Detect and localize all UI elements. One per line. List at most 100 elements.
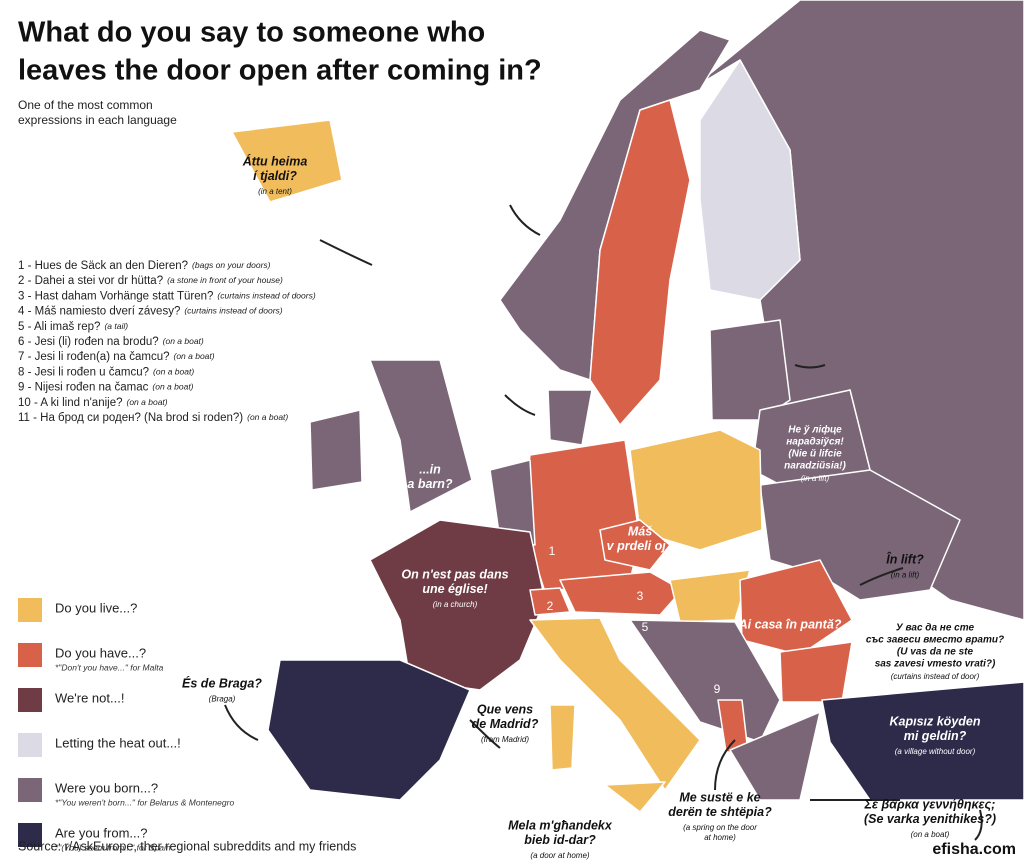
legend-note: *"Don't you have..." for Malta: [55, 662, 164, 672]
country: [231, 119, 343, 203]
phrase-translation: (a tail): [104, 321, 128, 331]
country: [821, 681, 1024, 801]
phrase-text: 10 - A ki lind n'anije?: [18, 397, 123, 409]
title: leaves the door open after coming in?: [18, 55, 542, 87]
country: [547, 389, 593, 446]
country: [521, 439, 641, 593]
credit: efisha.com: [932, 841, 1016, 858]
phrase-text: 9 - Nijesi rođen na čamac: [18, 382, 149, 394]
map-label: У вас да не сте: [896, 623, 975, 634]
arrow: [504, 394, 536, 416]
phrase: 3 - Hast daham Vorhänge statt Türen? (cur…: [18, 290, 316, 302]
country: [709, 319, 791, 421]
phrase-text: 3 - Hast daham Vorhänge statt Türen?: [18, 290, 213, 302]
map-label-translation: (a spring on the door: [683, 823, 757, 832]
map-label: (U vas da ne ste: [897, 647, 974, 658]
phrase: 9 - Nijesi rođen na čamac (on a boat): [18, 382, 194, 394]
map-label-translation: (in a church): [433, 600, 478, 609]
country: [369, 519, 546, 691]
map-number: 2: [547, 599, 554, 613]
arrow: [714, 739, 736, 791]
legend-swatch: [18, 733, 42, 757]
map-label: derën te shtëpia?: [668, 805, 772, 819]
map-label: sas zavesi vmesto vrati?): [875, 659, 996, 670]
country: [489, 459, 536, 546]
map-label: naradziŭsia!): [784, 461, 846, 472]
country: [549, 704, 576, 771]
map-number: 5: [642, 620, 649, 634]
arrow: [469, 719, 501, 749]
country: [267, 659, 471, 801]
map-label-translation: (in a tent): [258, 187, 292, 196]
phrase-translation: (bags on your doors): [192, 260, 271, 270]
legend-label: We're not...!: [55, 690, 124, 705]
map-label: (Se varka yenithikes?): [864, 812, 996, 826]
map-label: Me sustë e ke: [679, 790, 760, 804]
texts: What do you say to someone who leaves the…: [18, 17, 1016, 860]
country: [529, 617, 701, 791]
phrase: 7 - Jesi li rođen(a) na čamcu? (on a boat…: [18, 351, 215, 363]
phrase-translation: (curtains instead of doors): [217, 291, 315, 301]
phrase: 2 - Dahei a stei vor dr hütta? (a stone i…: [18, 275, 283, 287]
country: [369, 359, 473, 513]
map-label: v prdeli oj?: [607, 539, 674, 553]
legend-swatch: [18, 778, 42, 802]
country: [529, 587, 571, 616]
map-label-translation: (a village without door): [895, 747, 976, 756]
legend-label: Do you live...?: [55, 600, 137, 615]
map-label: Σε βάρκα γεννήθηκες;: [864, 797, 996, 811]
country: [309, 409, 363, 491]
map-label: (Nie ŭ lifcie: [788, 449, 842, 460]
map-number: 3: [637, 589, 644, 603]
phrase-translation: (on a boat): [152, 382, 193, 392]
phrase-translation: (a stone in front of your house): [167, 275, 283, 285]
legend-swatch: [18, 598, 42, 622]
legend-note: *"(You) seem from..." for Spain: [55, 842, 171, 852]
map-label: mi geldin?: [904, 729, 967, 743]
phrase-translation: (on a boat): [163, 336, 204, 346]
country: [739, 559, 853, 656]
map-label: Máš: [628, 524, 652, 538]
map-label: Áttu heima: [242, 153, 308, 168]
legend-swatch: [18, 643, 42, 667]
subtitle: One of the most common: [18, 98, 153, 112]
title: What do you say to someone who: [18, 17, 485, 49]
phrase-text: 6 - Jesi (li) rođen na brodu?: [18, 336, 159, 348]
map-label: On n'est pas dans: [401, 567, 508, 581]
country: [599, 519, 671, 571]
legend-label: Are you from...?: [55, 825, 147, 840]
legend-label: Letting the heat out...!: [55, 735, 181, 750]
phrase-text: 8 - Jesi li rođen u čamcu?: [18, 366, 149, 378]
map-label: Que vens: [477, 702, 533, 716]
legend-swatch: [18, 823, 42, 847]
phrase-text: 2 - Dahei a stei vor dr hütta?: [18, 275, 163, 287]
map-label-translation: (curtains instead of door): [891, 672, 980, 681]
phrase: 6 - Jesi (li) rođen na brodu? (on a boat): [18, 336, 204, 348]
map-label-translation: at home): [704, 833, 736, 842]
phrase-text: 1 - Hues de Säck an den Dieren?: [18, 260, 188, 272]
map-label: bieb id-dar?: [524, 833, 596, 847]
subtitle: expressions in each language: [18, 113, 177, 127]
map-label: ...in: [419, 462, 441, 476]
country: [589, 99, 691, 426]
phrase: 10 - A ki lind n'anije? (on a boat): [18, 397, 168, 409]
legend-note: *"You weren't born..." for Belarus & Mon…: [55, 797, 234, 807]
map-label: de Madrid?: [472, 717, 539, 731]
phrase: 4 - Máš namiesto dverí závesy? (curtains …: [18, 306, 283, 318]
phrase: 8 - Jesi li rođen u čamcu? (on a boat): [18, 366, 194, 378]
country: [779, 641, 853, 703]
map-label-translation: (on a boat): [911, 830, 950, 839]
phrase: 1 - Hues de Säck an den Dieren? (bags on …: [18, 260, 271, 272]
country: [729, 711, 821, 801]
legend-swatch: [18, 688, 42, 712]
map-label: със завеси вместо врати?: [866, 635, 1004, 646]
map-number: 4: [695, 560, 702, 574]
map-label: Ai casa în pantă?: [738, 617, 842, 631]
map-label: a barn?: [407, 477, 453, 491]
map-label: í tjaldi?: [253, 169, 297, 183]
map-label: Mela m'għandekx: [508, 818, 613, 832]
source: Source: r/AskEurope, ther regional subre…: [18, 839, 356, 853]
arrow: [794, 364, 826, 369]
phrase-translation: (on a boat): [127, 397, 168, 407]
